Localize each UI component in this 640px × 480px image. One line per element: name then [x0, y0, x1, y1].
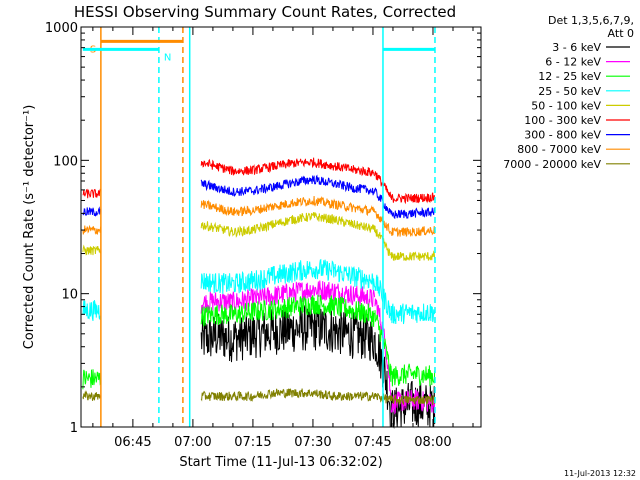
- series-line-segment: [390, 250, 436, 262]
- series-line-segment: [390, 394, 436, 406]
- series-line-segment: [82, 206, 102, 217]
- x-axis: 06:45 07:00 07:15 07:30 07:45 08:00: [92, 27, 474, 450]
- x-tick-label: 07:30: [294, 435, 331, 450]
- legend-entry-label: 3 - 6 keV: [552, 41, 601, 54]
- series-line-segment: [200, 294, 376, 327]
- legend: Det 1,3,5,6,7,9,Att 0 3 - 6 keV 6 - 12 keV…: [503, 14, 634, 171]
- series-line-segment: [390, 225, 436, 237]
- interval-label: N: [164, 52, 171, 63]
- footer-timestamp: 11-Jul-2013 12:32: [564, 469, 636, 478]
- series-line-segment: [200, 157, 376, 178]
- series-line-segment: [82, 224, 102, 235]
- plot-frame: [80, 26, 482, 428]
- y-tick-label: 10: [61, 288, 78, 303]
- y-tick-label: 100: [53, 154, 78, 169]
- series-line-segment: [82, 188, 101, 199]
- legend-entry-label: 6 - 12 keV: [545, 56, 601, 69]
- y-axis: 1 10 100 1000: [45, 21, 481, 436]
- series-line-segment: [200, 388, 376, 402]
- overlay-layer: SN: [82, 27, 436, 427]
- series-line-segment: [200, 212, 376, 238]
- series-line-segment: [82, 369, 102, 390]
- series-layer: [82, 157, 436, 429]
- legend-entry-label: 100 - 300 keV: [524, 114, 601, 127]
- series-line-segment: [200, 174, 376, 197]
- plot-area: SN: [80, 26, 482, 429]
- legend-entry-label: 12 - 25 keV: [538, 70, 601, 83]
- series-line-segment: [82, 390, 102, 401]
- series-line-segment: [390, 363, 436, 387]
- x-tick-label: 08:00: [414, 435, 451, 450]
- series-line-segment: [82, 299, 102, 322]
- legend-header: Det 1,3,5,6,7,9,: [548, 14, 634, 27]
- series-7000to20000keV-trace: [82, 388, 436, 406]
- series-line-segment: [200, 195, 376, 217]
- series-line-segment: [200, 258, 376, 294]
- legend-entry-label: 300 - 800 keV: [524, 129, 601, 142]
- x-axis-label: Start Time (11-Jul-13 06:32:02): [179, 455, 382, 470]
- series-line-segment: [390, 206, 436, 219]
- x-tick-label: 07:00: [174, 435, 211, 450]
- legend-entry-label: 25 - 50 keV: [538, 85, 601, 98]
- series-800to7000keV-trace: [82, 195, 436, 237]
- series-line-segment: [390, 389, 436, 415]
- y-axis-label: Corrected Count Rate (s⁻¹ detector⁻¹): [22, 105, 37, 350]
- series-line-segment: [200, 304, 376, 363]
- legend-entry-label: 800 - 7000 keV: [517, 143, 601, 156]
- series-3to6keV-trace: [200, 304, 436, 429]
- series-line-segment: [82, 244, 101, 256]
- legend-entry-label: 50 - 100 keV: [531, 99, 601, 112]
- legend-header: Att 0: [608, 27, 634, 40]
- x-tick-label: 06:45: [114, 435, 151, 450]
- series-line-segment: [390, 192, 436, 205]
- y-tick-label: 1000: [45, 21, 78, 36]
- chart-title: HESSI Observing Summary Count Rates, Cor…: [74, 3, 456, 21]
- y-tick-label: 1: [70, 421, 78, 436]
- x-tick-label: 07:45: [354, 435, 391, 450]
- legend-entry-label: 7000 - 20000 keV: [503, 158, 601, 171]
- series-line-segment: [390, 303, 436, 325]
- x-tick-label: 07:15: [234, 435, 271, 450]
